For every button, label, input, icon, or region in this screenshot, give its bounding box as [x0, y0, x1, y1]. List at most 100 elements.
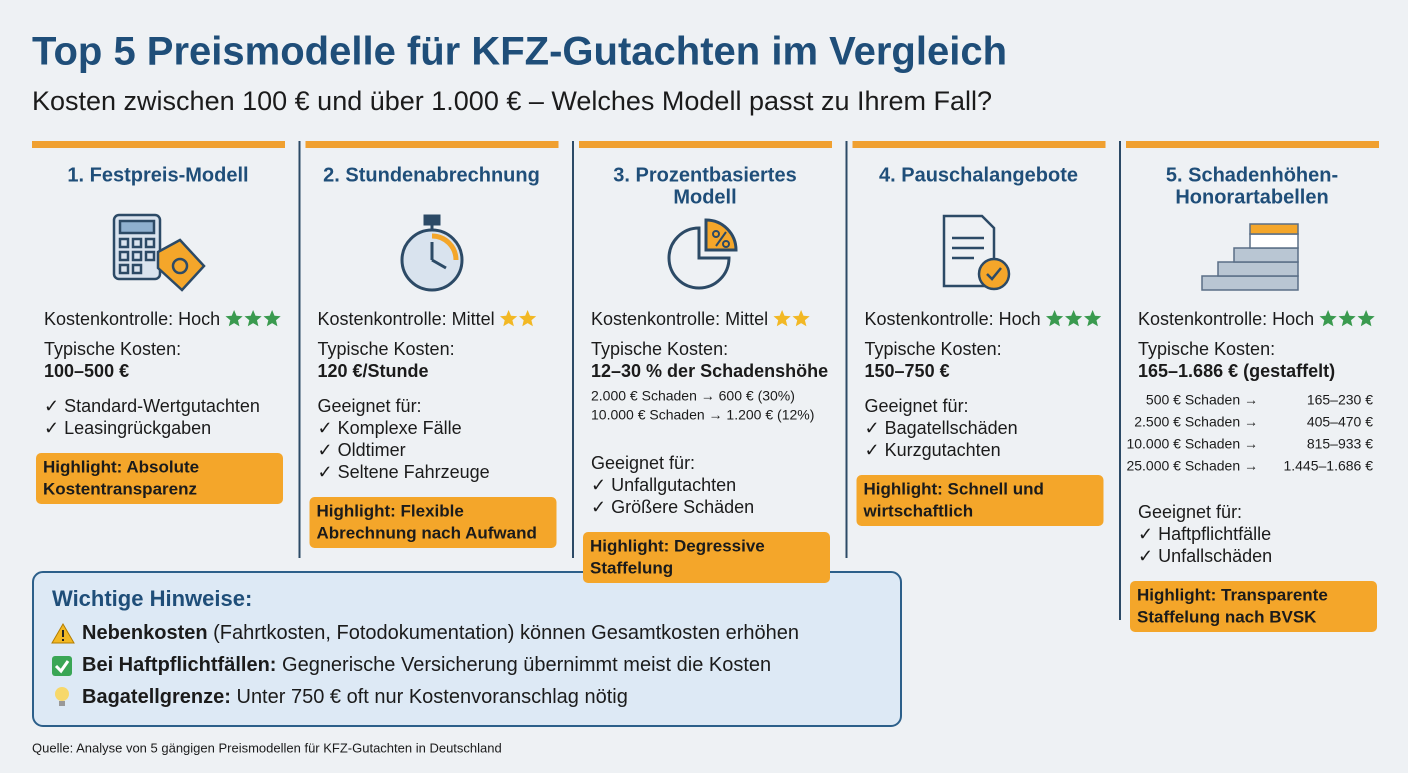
costs-label: Typische Kosten:	[591, 339, 728, 359]
rating-star	[1084, 310, 1102, 327]
suitable-item: ✓ Oldtimer	[318, 440, 406, 460]
highlight-text: Highlight: Schnell und	[864, 479, 1044, 498]
rating-star	[773, 310, 791, 327]
highlight-text: Highlight: Absolute	[43, 457, 199, 476]
suitable-item: ✓ Seltene Fahrzeuge	[318, 462, 490, 482]
table-amount: 2.500 € Schaden →	[1134, 414, 1258, 430]
rating-star	[792, 310, 810, 327]
cost-control: Kostenkontrolle: Mittel	[591, 309, 768, 329]
costs: 12–30 % der Schadenshöhe	[591, 361, 828, 381]
note-bold: Nebenkosten	[82, 622, 208, 644]
model-heading: 4. Pauschalangebote	[879, 164, 1078, 186]
note-line: Bei Haftpflichtfällen: Gegnerische Versi…	[82, 654, 771, 676]
costs: 165–1.686 € (gestaffelt)	[1138, 361, 1335, 381]
table-fee: 165–230 €	[1307, 392, 1373, 408]
suitable-label: Geeignet für:	[318, 396, 422, 416]
highlight-text: Staffelung nach BVSK	[1137, 607, 1317, 626]
costs: 150–750 €	[865, 361, 950, 381]
highlight-text: Abrechnung nach Aufwand	[317, 523, 537, 542]
model-heading: Modell	[673, 186, 736, 208]
accent-bar	[305, 141, 559, 148]
suitable-item: ✓ Kurzgutachten	[865, 440, 1001, 460]
note-text: (Fahrtkosten, Fotodokumentation) können …	[208, 622, 799, 644]
model-heading: 3. Prozentbasiertes	[613, 164, 796, 186]
pie-icon	[667, 218, 738, 290]
cost-control: Kostenkontrolle: Hoch	[1138, 309, 1314, 329]
table-icon	[1201, 223, 1299, 291]
rating-star	[1065, 310, 1083, 327]
note-line: Bagatellgrenze: Unter 750 € oft nur Kost…	[82, 686, 628, 708]
cost-example: 2.000 € Schaden → 600 € (30%)	[591, 388, 795, 404]
title: Top 5 Preismodelle für KFZ-Gutachten im …	[32, 30, 1007, 74]
note-line: Nebenkosten (Fahrtkosten, Fotodokumentat…	[82, 622, 799, 644]
highlight-text: Kostentransparenz	[43, 479, 197, 498]
subtitle: Kosten zwischen 100 € und über 1.000 € –…	[32, 86, 992, 116]
highlight-text: Highlight: Degressive	[590, 536, 765, 555]
bulb-icon	[55, 687, 69, 706]
rating-star	[263, 310, 281, 327]
suitable-item: ✓ Leasingrückgaben	[44, 418, 211, 438]
cost-control: Kostenkontrolle: Hoch	[865, 309, 1041, 329]
rating-star	[1046, 310, 1064, 327]
costs-label: Typische Kosten:	[44, 339, 181, 359]
note-bold: Bei Haftpflichtfällen:	[82, 654, 276, 676]
suitable-item: ✓ Unfallgutachten	[591, 475, 736, 495]
table-amount: 10.000 € Schaden →	[1126, 436, 1258, 452]
suitable-label: Geeignet für:	[865, 396, 969, 416]
table-fee: 405–470 €	[1307, 414, 1373, 430]
highlight-box	[309, 497, 557, 548]
rating-star	[1319, 310, 1337, 327]
model-heading: 1. Festpreis-Modell	[67, 164, 248, 186]
rating-star	[244, 310, 262, 327]
cost-control: Kostenkontrolle: Mittel	[318, 309, 495, 329]
cost-example: 10.000 € Schaden → 1.200 € (12%)	[591, 407, 814, 423]
suitable-label: Geeignet für:	[591, 453, 695, 473]
table-fee: 1.445–1.686 €	[1283, 458, 1373, 474]
model-heading: 5. Schadenhöhen-	[1166, 164, 1338, 186]
table-amount: 500 € Schaden →	[1146, 392, 1258, 408]
accent-bar	[852, 141, 1106, 148]
notes-box	[32, 571, 902, 727]
document-icon	[942, 214, 1011, 291]
suitable-item: ✓ Größere Schäden	[591, 497, 754, 517]
costs: 120 €/Stunde	[318, 361, 429, 381]
notes-title: Wichtige Hinweise:	[52, 586, 252, 611]
suitable-item: ✓ Haftpflichtfälle	[1138, 524, 1271, 544]
highlight-box	[856, 475, 1104, 526]
rating-star	[500, 310, 518, 327]
highlight-box	[583, 532, 830, 583]
costs-label: Typische Kosten:	[865, 339, 1002, 359]
suitable-item: ✓ Bagatellschäden	[865, 418, 1018, 438]
stopwatch-icon	[400, 214, 464, 292]
table-fee: 815–933 €	[1307, 436, 1373, 452]
suitable-item: ✓ Standard-Wertgutachten	[44, 396, 260, 416]
suitable-item: ✓ Komplexe Fälle	[318, 418, 462, 438]
highlight-box	[36, 453, 283, 504]
rating-star	[225, 310, 243, 327]
highlight-text: Staffelung	[590, 558, 673, 577]
highlight-box	[1130, 581, 1377, 632]
costs: 100–500 €	[44, 361, 129, 381]
source: Quelle: Analyse von 5 gängigen Preismode…	[32, 740, 502, 755]
accent-bar	[579, 141, 832, 148]
rating-star	[1357, 310, 1375, 327]
calculator-icon	[112, 213, 206, 292]
check-icon	[52, 656, 72, 676]
suitable-label: Geeignet für:	[1138, 502, 1242, 522]
model-heading: 2. Stundenabrechnung	[323, 164, 540, 186]
note-text: Unter 750 € oft nur Kostenvoranschlag nö…	[231, 686, 628, 708]
note-text: Gegnerische Versicherung übernimmt meist…	[276, 654, 771, 676]
cost-control: Kostenkontrolle: Hoch	[44, 309, 220, 329]
costs-label: Typische Kosten:	[318, 339, 455, 359]
accent-bar	[1126, 141, 1379, 148]
suitable-item: ✓ Unfallschäden	[1138, 546, 1272, 566]
rating-star	[519, 310, 537, 327]
rating-star	[1338, 310, 1356, 327]
highlight-text: Highlight: Transparente	[1137, 585, 1328, 604]
highlight-text: Highlight: Flexible	[317, 501, 464, 520]
highlight-text: wirtschaftlich	[863, 501, 974, 520]
costs-label: Typische Kosten:	[1138, 339, 1275, 359]
table-amount: 25.000 € Schaden →	[1126, 458, 1258, 474]
